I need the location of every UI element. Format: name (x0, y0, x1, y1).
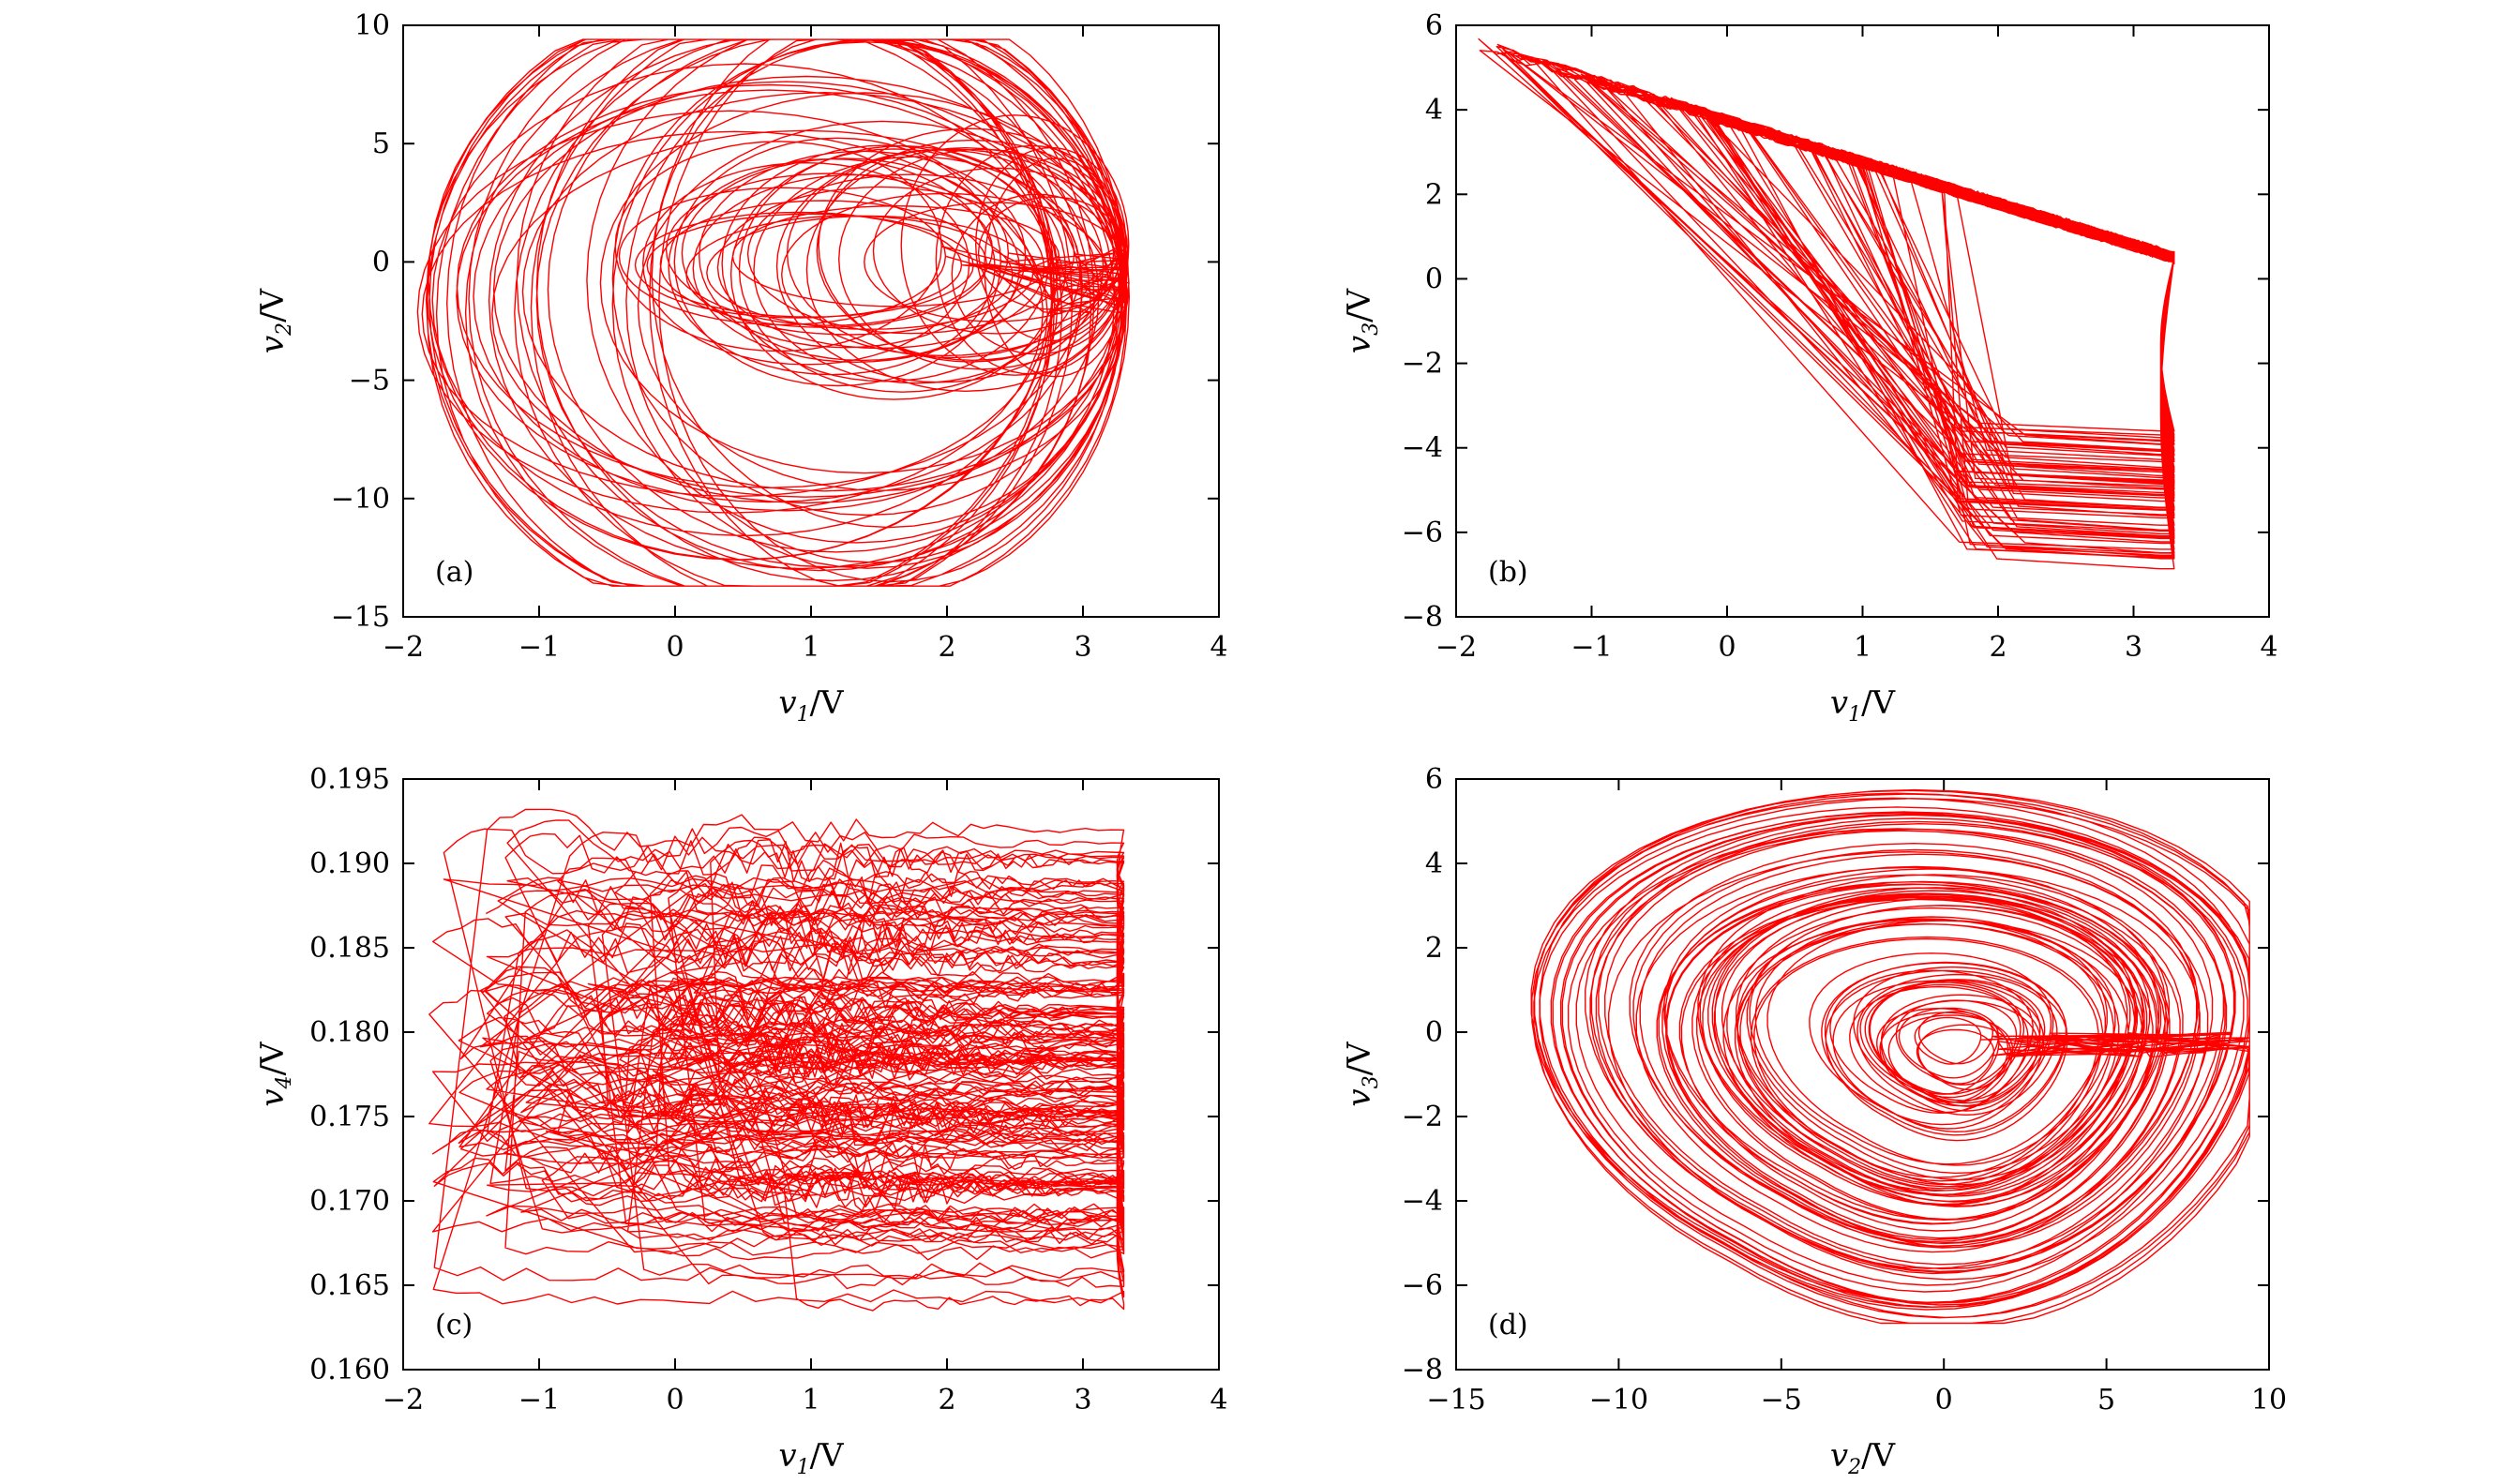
y-tick-label: 4 (1425, 94, 1443, 127)
y-axis-label: v4/V (254, 1041, 296, 1107)
y-tick-label: −4 (1402, 1185, 1443, 1218)
y-tick-label: −2 (1402, 1101, 1443, 1133)
y-tick-label: −8 (1402, 601, 1443, 634)
y-tick-label: 0.160 (309, 1354, 390, 1387)
x-tick-label: −10 (1589, 1384, 1648, 1417)
y-tick-label: 0.185 (309, 932, 390, 965)
panel-label: (d) (1488, 1309, 1528, 1342)
x-tick-label: 0 (666, 1384, 684, 1417)
panel-b: −2 −1 0 1 2 3 4 −8 −6 −4 −2 0 2 4 6 v1/V v3/V (b) (1341, 9, 2278, 727)
x-tick-label: −15 (1426, 1384, 1485, 1417)
attractor-trace (1478, 37, 2175, 570)
attractor-trace (428, 808, 1125, 1312)
attractor-trace (1530, 788, 2250, 1325)
y-axis-label: v3/V (1341, 287, 1383, 353)
panel-d: −15 −10 −5 0 5 10 −8 −6 −4 −2 0 2 4 6 v2/V v3/V (d) (1341, 763, 2287, 1479)
x-tick-label: −2 (383, 1384, 424, 1417)
x-tick-label: −1 (519, 1384, 560, 1417)
x-tick-label: 0 (666, 631, 684, 664)
x-tick-label: 4 (2260, 631, 2277, 664)
y-axis-label: v2/V (254, 287, 296, 353)
x-axis-label: v2/V (1830, 1437, 1897, 1479)
panel-label: (c) (435, 1309, 473, 1342)
y-tick-label: 0.175 (309, 1101, 390, 1133)
y-tick-label: −8 (1402, 1354, 1443, 1387)
y-tick-label: −10 (331, 483, 390, 516)
y-tick-label: 0 (372, 246, 390, 278)
x-axis-label: v1/V (778, 1437, 845, 1479)
x-tick-label: −2 (1435, 631, 1477, 664)
y-tick-label: 0.170 (309, 1185, 390, 1218)
y-tick-label: 2 (1425, 932, 1443, 965)
x-tick-label: −2 (383, 631, 424, 664)
panel-label: (b) (1488, 556, 1528, 589)
x-tick-label: 3 (1074, 631, 1091, 664)
x-tick-label: 2 (1989, 631, 2006, 664)
x-tick-label: 10 (2251, 1384, 2287, 1417)
x-tick-label: 0 (1935, 1384, 1953, 1417)
y-tick-label: −5 (349, 365, 390, 397)
x-tick-label: 2 (938, 631, 955, 664)
x-tick-label: 3 (1074, 1384, 1091, 1417)
y-tick-label: −6 (1402, 1269, 1443, 1302)
y-axis-label: v3/V (1341, 1041, 1383, 1107)
y-tick-label: 6 (1425, 763, 1443, 796)
attractor-trace (416, 38, 1130, 587)
x-tick-label: −1 (1571, 631, 1612, 664)
y-tick-label: 0.195 (309, 763, 390, 796)
y-tick-label: 0.165 (309, 1269, 390, 1302)
y-tick-label: 0 (1425, 262, 1443, 295)
x-tick-label: −1 (519, 631, 560, 664)
y-tick-label: −6 (1402, 517, 1443, 549)
x-tick-label: 1 (1854, 631, 1871, 664)
x-tick-label: 4 (1210, 631, 1227, 664)
y-tick-label: 0.190 (309, 847, 390, 880)
y-tick-label: 4 (1425, 847, 1443, 880)
y-tick-label: 0 (1425, 1016, 1443, 1049)
x-tick-label: 1 (802, 631, 819, 664)
x-tick-label: 4 (1210, 1384, 1227, 1417)
plot-frame (1455, 778, 2270, 1371)
x-tick-label: −5 (1761, 1384, 1802, 1417)
x-tick-label: 3 (2125, 631, 2142, 664)
x-tick-label: 1 (802, 1384, 819, 1417)
y-tick-label: 10 (354, 9, 390, 42)
panel-label: (a) (435, 556, 473, 589)
panel-c: −2 −1 0 1 2 3 4 0.160 0.165 0.170 0.175 0.180 0.185 0… (254, 763, 1228, 1479)
y-tick-label: 0.180 (309, 1016, 390, 1049)
x-tick-label: 0 (1718, 631, 1736, 664)
plot-frame (402, 778, 1220, 1371)
y-tick-label: 2 (1425, 178, 1443, 211)
x-axis-label: v1/V (1830, 684, 1897, 727)
y-tick-label: −4 (1402, 432, 1443, 465)
y-tick-label: 5 (372, 127, 390, 160)
x-tick-label: 2 (938, 1384, 955, 1417)
y-tick-label: −2 (1402, 348, 1443, 381)
y-tick-label: −15 (331, 601, 390, 634)
x-tick-label: 5 (2097, 1384, 2115, 1417)
x-axis-label: v1/V (778, 684, 845, 727)
y-tick-label: 6 (1425, 9, 1443, 42)
